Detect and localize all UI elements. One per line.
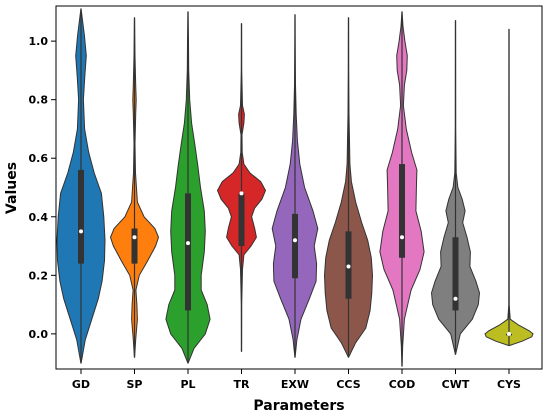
violins xyxy=(56,8,534,367)
y-tick-label: 1.0 xyxy=(29,35,49,48)
violin-median xyxy=(400,235,404,240)
violin-iqr-box xyxy=(78,169,84,264)
y-axis-label: Values xyxy=(4,162,20,214)
x-tick-label: PL xyxy=(180,378,195,391)
x-tick-label: SP xyxy=(127,378,143,391)
x-tick-label: CYS xyxy=(497,378,521,391)
x-tick-label: TR xyxy=(234,378,251,391)
violin-iqr-box xyxy=(399,164,405,258)
x-tick-label: GD xyxy=(72,378,90,391)
violin-median xyxy=(79,229,83,234)
x-tick-label: COD xyxy=(389,378,416,391)
y-tick-label: 0.6 xyxy=(29,152,49,165)
y-tick-label: 0.0 xyxy=(29,328,49,341)
violin-cys xyxy=(484,28,534,347)
x-tick-label: CWT xyxy=(442,378,470,391)
violin-median xyxy=(239,191,244,196)
violin-median xyxy=(346,264,351,269)
violin-iqr-box xyxy=(292,213,298,279)
violin-tr xyxy=(216,23,267,352)
y-tick-label: 0.2 xyxy=(29,269,49,282)
violin-sp xyxy=(109,17,160,358)
x-axis-ticks: GD SP PL TR EXW CCS COD CWT CYS xyxy=(72,369,521,391)
violin-median xyxy=(507,331,511,336)
violin-iqr-box xyxy=(131,228,138,264)
violin-exw xyxy=(271,14,319,358)
violin-ccs xyxy=(323,17,374,358)
violin-pl xyxy=(165,11,211,364)
violin-cod xyxy=(379,11,425,367)
x-tick-label: EXW xyxy=(281,378,309,391)
x-axis-label: Parameters xyxy=(253,398,344,414)
violin-median xyxy=(293,238,297,243)
violin-iqr-box xyxy=(238,193,245,247)
violin-gd xyxy=(56,8,106,364)
violin-median xyxy=(186,241,190,246)
y-axis-ticks: 0.0 0.2 0.4 0.6 0.8 1.0 xyxy=(29,35,56,341)
x-tick-label: CCS xyxy=(336,378,360,391)
violin-iqr-box xyxy=(452,237,459,311)
violin-iqr-box xyxy=(185,193,191,311)
violin-cwt xyxy=(430,20,481,355)
y-tick-label: 0.8 xyxy=(29,94,49,107)
y-tick-label: 0.4 xyxy=(29,211,49,224)
violin-median xyxy=(132,235,137,240)
violin-median xyxy=(453,296,458,301)
